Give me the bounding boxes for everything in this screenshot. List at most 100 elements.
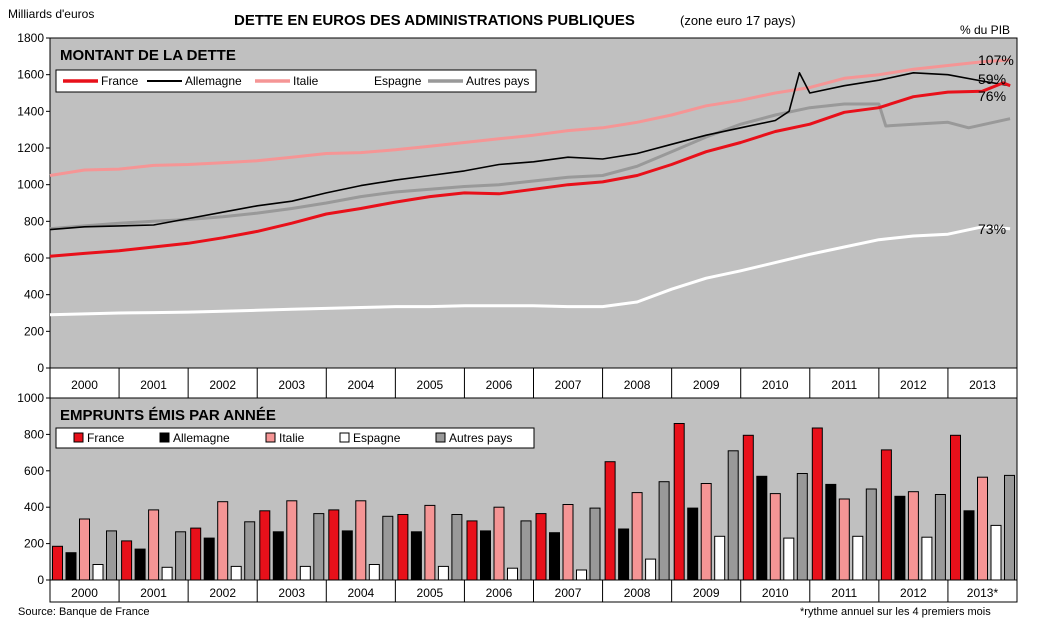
legend-swatch-italie: [265, 432, 276, 443]
debt-chart-ytick-label: 1600: [17, 68, 44, 82]
legend-label: France: [87, 431, 125, 445]
bar-allemagne: [687, 507, 699, 581]
bar-italie: [79, 518, 90, 581]
bar-italie: [769, 493, 781, 581]
bar-allemagne: [963, 510, 975, 581]
bar-allemagne: [341, 530, 353, 581]
debt-chart-ytick-label: 1800: [17, 31, 44, 45]
debt-chart-xtick-label: 2000: [71, 378, 98, 392]
bar-allemagne: [618, 528, 630, 581]
bar-allemagne: [203, 537, 215, 581]
bar-france: [259, 510, 271, 581]
bar-italie: [907, 491, 919, 581]
issuance-chart-ytick-label: 400: [24, 500, 44, 514]
end-label-france: 76%: [978, 88, 1006, 104]
legend-label: France: [101, 74, 139, 88]
bar-espagne: [507, 567, 518, 581]
debt-chart-xtick-label: 2004: [347, 378, 374, 392]
debt-chart-ytick-label: 1400: [17, 104, 44, 118]
legend-label: Italie: [293, 74, 319, 88]
pib-label: % du PIB: [960, 23, 1010, 37]
bar-france: [52, 545, 63, 581]
bar-italie: [631, 492, 643, 581]
debt-chart-title: MONTANT DE LA DETTE: [60, 47, 236, 64]
bar-allemagne: [825, 483, 837, 581]
debt-chart-xtick-label: 2003: [278, 378, 305, 392]
debt-chart-xtick-label: 2001: [140, 378, 167, 392]
issuance-chart-xtick-label: 2010: [762, 586, 789, 600]
bar-espagne: [783, 537, 795, 581]
debt-chart-xtick-label: 2010: [762, 378, 789, 392]
issuance-chart-xtick-label: 2013*: [967, 586, 999, 600]
legend-label: Espagne: [353, 431, 401, 445]
bar-autres-pays: [589, 507, 601, 581]
bar-autres-pays: [658, 481, 670, 581]
end-label-allemagne: 59%: [978, 71, 1006, 87]
bar-allemagne: [65, 552, 77, 581]
bar-espagne: [92, 564, 104, 581]
bar-france: [742, 434, 754, 581]
bar-espagne: [230, 565, 242, 581]
bar-espagne: [714, 535, 726, 581]
bar-allemagne: [272, 531, 284, 581]
bar-espagne: [299, 565, 311, 581]
debt-legend-box: [55, 69, 537, 93]
legend-label: Espagne: [374, 74, 422, 88]
debt-chart-xtick-label: 2007: [555, 378, 582, 392]
bar-france: [466, 520, 478, 581]
issuance-legend-box: [55, 427, 535, 449]
series-line-allemagne: [49, 72, 1011, 231]
bar-espagne: [990, 524, 1002, 581]
bar-espagne: [161, 566, 173, 581]
issuance-chart-xtick-label: 2002: [209, 586, 236, 600]
issuance-chart-xtick-label: 2005: [417, 586, 444, 600]
issuance-chart-xtick-label: 2009: [693, 586, 720, 600]
series-line-france: [49, 81, 1011, 258]
debt-chart-xtick-label: 2002: [209, 378, 236, 392]
debt-chart-xtick-label: 2005: [417, 378, 444, 392]
bar-france: [328, 509, 340, 581]
source-note: Source: Banque de France: [18, 606, 149, 618]
bar-autres-pays: [1004, 474, 1015, 581]
bar-autres-pays: [865, 488, 877, 581]
bar-autres-pays: [796, 473, 808, 581]
issuance-chart-ytick-label: 600: [24, 464, 44, 478]
bar-france: [880, 449, 892, 581]
issuance-chart-xtick-label: 2012: [900, 586, 927, 600]
issuance-chart-ytick-label: 1000: [17, 391, 44, 405]
bar-italie: [217, 501, 229, 581]
debt-chart-xtick-label: 2006: [486, 378, 513, 392]
debt-chart-ytick-label: 400: [24, 288, 44, 302]
main-subtitle: (zone euro 17 pays): [680, 13, 796, 28]
bar-italie: [148, 509, 160, 581]
bar-france: [121, 540, 133, 581]
legend-swatch-autres-pays: [435, 432, 446, 443]
debt-chart-xtick-label: 2011: [831, 378, 857, 392]
debt-chart-ytick-label: 0: [37, 361, 44, 375]
bar-espagne: [576, 569, 587, 581]
legend-label: Allemagne: [173, 431, 230, 445]
issuance-chart-ytick-label: 200: [24, 537, 44, 551]
bar-italie: [838, 498, 850, 581]
bar-italie: [700, 483, 712, 581]
legend-label: Autres pays: [466, 74, 529, 88]
series-line-espagne: [49, 225, 1011, 317]
bar-autres-pays: [382, 515, 394, 581]
issuance-chart-xtick-label: 2006: [486, 586, 513, 600]
debt-chart-ytick-label: 200: [24, 324, 44, 338]
bar-italie: [493, 506, 505, 581]
bar-italie: [286, 500, 298, 581]
issuance-chart-xtick-label: 2001: [140, 586, 167, 600]
debt-chart-xtick-label: 2009: [693, 378, 720, 392]
debt-chart-ytick-label: 1200: [17, 141, 44, 155]
bar-autres-pays: [175, 531, 187, 581]
bar-italie: [562, 504, 574, 581]
issuance-chart-xtick-label: 2008: [624, 586, 651, 600]
bar-autres-pays: [244, 521, 256, 581]
debt-chart-xtick-label: 2008: [624, 378, 651, 392]
bar-autres-pays: [727, 450, 739, 581]
bar-italie: [424, 504, 436, 581]
legend-label: Italie: [279, 431, 305, 445]
